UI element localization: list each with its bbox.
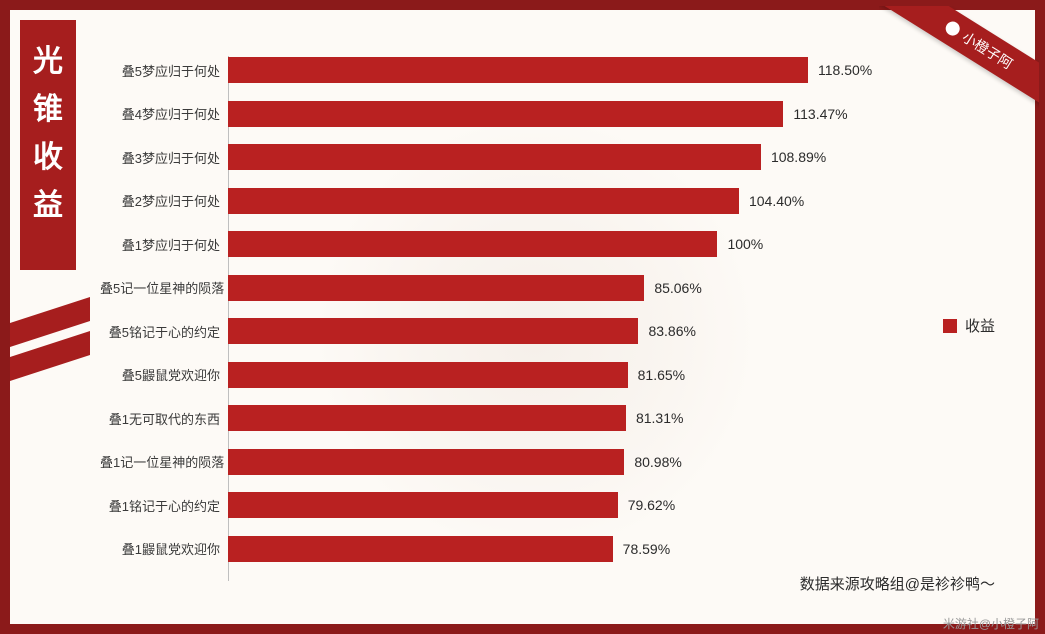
logo-dot-icon bbox=[943, 19, 962, 38]
bar-fill bbox=[228, 188, 739, 214]
bar-label: 叠1鼹鼠党欢迎你 bbox=[100, 539, 228, 558]
bar-label: 叠2梦应归于何处 bbox=[100, 191, 228, 210]
legend: 收益 bbox=[943, 315, 995, 336]
bar-label: 叠4梦应归于何处 bbox=[100, 104, 228, 123]
bar-fill bbox=[228, 144, 761, 170]
title-char: 锥 bbox=[33, 86, 63, 134]
bar-fill bbox=[228, 57, 808, 83]
bar-row: 叠1铭记于心的约定 79.62% bbox=[100, 485, 980, 525]
bar-track: 81.65% bbox=[228, 362, 808, 388]
bar-track: 80.98% bbox=[228, 449, 808, 475]
title-char: 收 bbox=[33, 134, 63, 182]
bar-fill bbox=[228, 101, 783, 127]
bar-row: 叠4梦应归于何处113.47% bbox=[100, 94, 980, 134]
bar-fill bbox=[228, 231, 717, 257]
legend-swatch-icon bbox=[943, 319, 957, 333]
bar-track: 79.62% bbox=[228, 492, 808, 518]
bar-fill bbox=[228, 362, 628, 388]
bar-value: 108.89% bbox=[761, 144, 826, 170]
bar-row: 叠5梦应归于何处118.50% bbox=[100, 50, 980, 90]
bar-track: 100% bbox=[228, 231, 808, 257]
bar-fill bbox=[228, 536, 613, 562]
bar-row: 叠3梦应归于何处108.89% bbox=[100, 137, 980, 177]
title-vertical: 光 锥 收 益 bbox=[20, 20, 76, 270]
bar-track: 85.06% bbox=[228, 275, 808, 301]
bar-value: 85.06% bbox=[644, 275, 701, 301]
bar-track: 113.47% bbox=[228, 101, 808, 127]
bar-value: 81.31% bbox=[626, 405, 683, 431]
bar-label: 叠5铭记于心的约定 bbox=[100, 322, 228, 341]
title-char: 光 bbox=[33, 38, 63, 86]
bar-track: 81.31% bbox=[228, 405, 808, 431]
bar-label: 叠1无可取代的东西 bbox=[100, 409, 228, 428]
bar-track: 118.50% bbox=[228, 57, 808, 83]
bar-value: 78.59% bbox=[613, 536, 670, 562]
bar-fill bbox=[228, 405, 626, 431]
bar-row: 叠1梦应归于何处 100% bbox=[100, 224, 980, 264]
bar-row: 叠5铭记于心的约定 83.86% bbox=[100, 311, 980, 351]
watermark: 米游社@小橙子阿 bbox=[943, 615, 1039, 632]
bar-label: 叠1梦应归于何处 bbox=[100, 235, 228, 254]
source-text: 数据来源攻略组@是袗袗鸭～ bbox=[800, 573, 995, 594]
bar-row: 叠2梦应归于何处 104.40% bbox=[100, 181, 980, 221]
card-frame: 光 锥 收 益 小橙子阿 叠5梦应归于何处118.50%叠4梦应归于何处113.… bbox=[0, 0, 1045, 634]
bar-track: 108.89% bbox=[228, 144, 808, 170]
bar-row: 叠5鼹鼠党欢迎你 81.65% bbox=[100, 355, 980, 395]
bar-fill bbox=[228, 492, 618, 518]
bar-track: 104.40% bbox=[228, 188, 808, 214]
bar-label: 叠1铭记于心的约定 bbox=[100, 496, 228, 515]
bar-label: 叠5记一位星神的陨落 bbox=[100, 278, 228, 297]
bar-chart: 叠5梦应归于何处118.50%叠4梦应归于何处113.47%叠3梦应归于何处10… bbox=[100, 50, 980, 595]
title-char: 益 bbox=[33, 182, 63, 230]
bar-value: 83.86% bbox=[638, 318, 695, 344]
bar-track: 83.86% bbox=[228, 318, 808, 344]
bar-row: 叠1鼹鼠党欢迎你 78.59% bbox=[100, 529, 980, 569]
bar-value: 118.50% bbox=[808, 57, 872, 83]
legend-label: 收益 bbox=[965, 315, 995, 336]
bar-label: 叠5鼹鼠党欢迎你 bbox=[100, 365, 228, 384]
bar-row: 叠1无可取代的东西 81.31% bbox=[100, 398, 980, 438]
bar-track: 78.59% bbox=[228, 536, 808, 562]
bar-row: 叠1记一位星神的陨落 80.98% bbox=[100, 442, 980, 482]
bar-row: 叠5记一位星神的陨落 85.06% bbox=[100, 268, 980, 308]
bar-label: 叠1记一位星神的陨落 bbox=[100, 452, 228, 471]
bar-value: 81.65% bbox=[628, 362, 685, 388]
bar-value: 79.62% bbox=[618, 492, 675, 518]
bar-value: 100% bbox=[717, 231, 763, 257]
bar-value: 104.40% bbox=[739, 188, 804, 214]
bar-value: 113.47% bbox=[783, 101, 847, 127]
bar-fill bbox=[228, 449, 624, 475]
bar-fill bbox=[228, 318, 638, 344]
bar-fill bbox=[228, 275, 644, 301]
bar-label: 叠3梦应归于何处 bbox=[100, 148, 228, 167]
bar-label: 叠5梦应归于何处 bbox=[100, 61, 228, 80]
bar-value: 80.98% bbox=[624, 449, 681, 475]
